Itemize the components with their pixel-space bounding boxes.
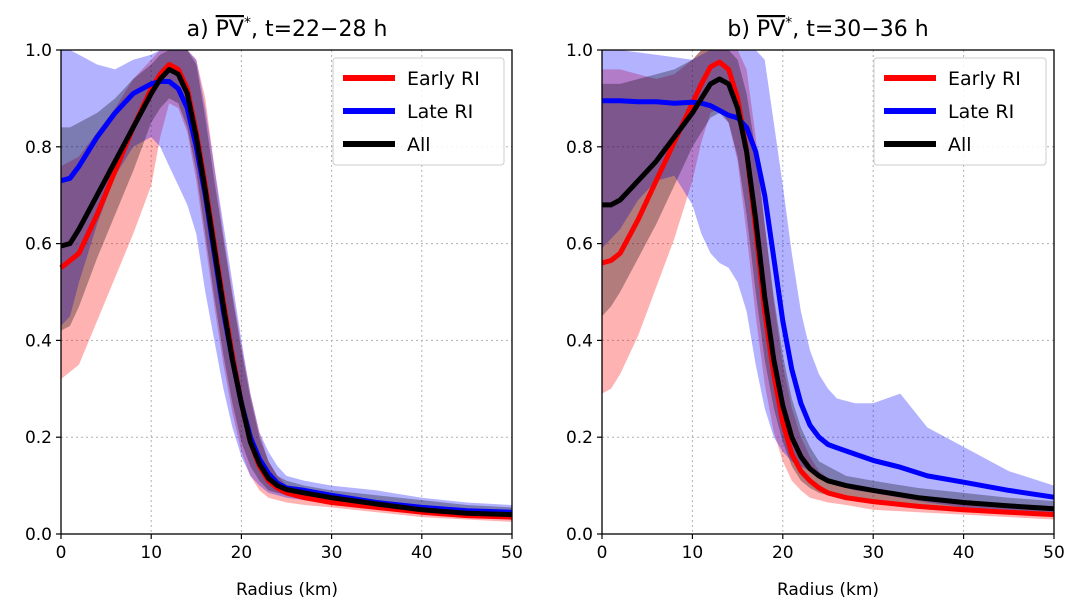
legend-entry-all: All <box>343 134 431 156</box>
panel-a-yticks: 0.0 0.2 0.4 0.6 0.8 1.0 <box>25 41 61 545</box>
panel-a: a) PV*, t=22−28 h 0.0 0.2 0.4 0.6 0.8 1.0 0 10… <box>25 15 523 600</box>
panel-b-xticks: 0 10 20 30 40 50 <box>597 534 1065 563</box>
y-tick-label: 0.0 <box>25 525 52 545</box>
panel-b-legend-box <box>873 57 1047 166</box>
x-tick-label: 30 <box>321 543 343 563</box>
x-tick-label: 40 <box>953 543 975 563</box>
panel-b-title-suffix: , t=30−36 h <box>792 17 928 42</box>
panel-a-frame <box>60 49 513 535</box>
panel-b-title-star: * <box>785 15 792 31</box>
legend-label-all: All <box>407 134 431 156</box>
legend-entry-all: All <box>884 134 972 156</box>
legend-entry-early-ri: Early RI <box>343 68 480 90</box>
x-tick-label: 10 <box>682 543 704 563</box>
x-tick-label: 10 <box>140 543 162 563</box>
legend-label-early-ri: Early RI <box>407 68 480 90</box>
panel-a-xlabel: Radius (km) <box>236 580 338 600</box>
panel-a-xticks: 0 10 20 30 40 50 <box>56 534 523 563</box>
x-tick-label: 50 <box>501 543 523 563</box>
x-tick-label: 0 <box>56 543 67 563</box>
legend-entry-late-ri: Late RI <box>884 101 1014 123</box>
y-tick-label: 0.2 <box>25 428 52 448</box>
panel-a-legend: Early RI Late RI All <box>332 57 505 166</box>
panel-a-lines <box>59 62 513 520</box>
legend-entry-late-ri: Late RI <box>343 101 473 123</box>
panel-b-yticks: 0.0 0.2 0.4 0.6 0.8 1.0 <box>566 41 602 545</box>
panel-b: b) PV*, t=30−36 h 0.0 0.2 0.4 0.6 0.8 1.0 0 10… <box>566 15 1065 600</box>
series-line-late-ri <box>602 98 1055 500</box>
panel-a-bands <box>61 50 512 522</box>
panel-a-legend-box <box>332 57 505 166</box>
panel-b-bands <box>602 50 1054 520</box>
panel-b-frame <box>601 49 1055 535</box>
x-tick-label: 40 <box>411 543 433 563</box>
panel-b-title-pv: PV <box>757 17 785 42</box>
panel-a-title-prefix: a) <box>187 17 216 42</box>
panel-b-lines <box>601 59 1055 518</box>
y-tick-label: 0.6 <box>566 235 593 255</box>
panel-b-title-prefix: b) <box>727 17 757 42</box>
series-line-all <box>60 66 513 518</box>
y-tick-label: 0.4 <box>25 331 52 351</box>
band-early-ri <box>602 50 1054 520</box>
panel-a-title: a) PV*, t=22−28 h <box>187 15 388 42</box>
legend-label-all: All <box>948 134 972 156</box>
panel-b-legend: Early RI Late RI All <box>873 57 1047 166</box>
panel-a-title-pv: PV <box>216 17 244 42</box>
y-tick-label: 0.8 <box>25 138 52 158</box>
panel-b-xlabel: Radius (km) <box>777 580 879 600</box>
y-tick-label: 0.6 <box>25 235 52 255</box>
y-tick-label: 0.2 <box>566 428 593 448</box>
legend-label-late-ri: Late RI <box>407 101 473 123</box>
band-late-ri <box>602 50 1054 513</box>
x-tick-label: 20 <box>772 543 794 563</box>
y-tick-label: 0.8 <box>566 138 593 158</box>
x-tick-label: 50 <box>1043 543 1065 563</box>
panel-a-title-suffix: , t=22−28 h <box>251 17 387 42</box>
legend-entry-early-ri: Early RI <box>884 68 1021 90</box>
y-tick-label: 0.4 <box>566 331 593 351</box>
panel-a-title-star: * <box>244 15 251 31</box>
y-tick-label: 0.0 <box>566 525 593 545</box>
x-tick-label: 30 <box>862 543 884 563</box>
panel-b-title: b) PV*, t=30−36 h <box>727 15 928 42</box>
series-line-all <box>602 76 1055 512</box>
legend-label-early-ri: Early RI <box>948 68 1021 90</box>
band-late-ri <box>61 50 512 518</box>
band-all <box>602 50 1054 515</box>
y-tick-label: 1.0 <box>25 41 52 61</box>
legend-label-late-ri: Late RI <box>948 101 1014 123</box>
y-tick-label: 1.0 <box>566 41 593 61</box>
x-tick-label: 0 <box>597 543 608 563</box>
x-tick-label: 20 <box>231 543 253 563</box>
